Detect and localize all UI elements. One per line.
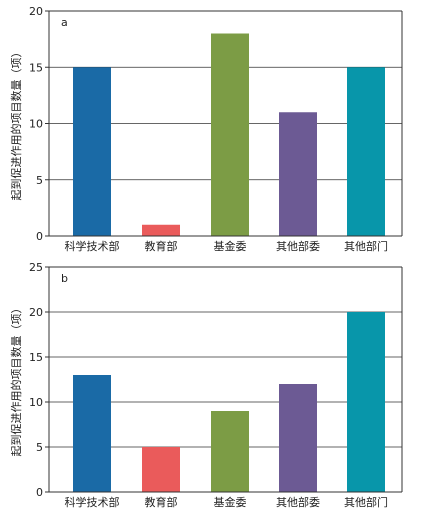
y-tick-label: 0 [36,486,43,499]
x-category-label: 教育部 [145,495,178,509]
bar-3 [211,411,249,492]
bar-1 [73,375,111,492]
x-category-label: 其他部门 [344,495,388,509]
bar-5 [347,312,385,492]
x-category-label: 其他部委 [276,495,320,509]
y-tick-label: 15 [29,351,43,364]
panel-label: a [61,16,68,29]
y-tick-label: 5 [36,441,43,454]
bar-2 [142,224,180,236]
y-tick-label: 20 [29,5,43,18]
x-category-label: 基金委 [214,495,247,509]
y-tick-label: 15 [29,61,43,74]
panel-label: b [61,272,68,285]
y-tick-label: 20 [29,306,43,319]
chart-panel-a: 0 5 10 15 20 科学技术部 教育部 基金委 其他部委 其他部门 a 起到促进作用的项目数量（… [9,5,403,253]
y-axis-title: 起到促进作用的项目数量（项） [9,47,23,201]
y-tick-label: 10 [29,396,43,409]
x-category-label: 科学技术部 [65,495,120,509]
x-category-label: 基金委 [214,239,247,253]
x-category-label: 其他部门 [344,239,388,253]
y-tick-label: 0 [36,230,43,243]
x-category-label: 科学技术部 [65,239,120,253]
bar-1 [73,67,111,236]
y-tick-label: 25 [29,261,43,274]
y-tick-label: 5 [36,174,43,187]
bar-4 [279,384,317,492]
x-category-label: 教育部 [145,239,178,253]
bar-4 [279,112,317,236]
bar-2 [142,447,180,492]
y-axis-title: 起到促进作用的项目数量（项） [9,303,23,457]
x-category-label: 其他部委 [276,239,320,253]
chart-panel-b: 0 5 10 15 20 25 科学技术部 教育部 基金委 其他部委 其他部门 b 起到促进作用的项目数… [9,261,403,509]
bar-5 [347,67,385,236]
y-tick-label: 10 [29,118,43,131]
bar-3 [211,33,249,236]
